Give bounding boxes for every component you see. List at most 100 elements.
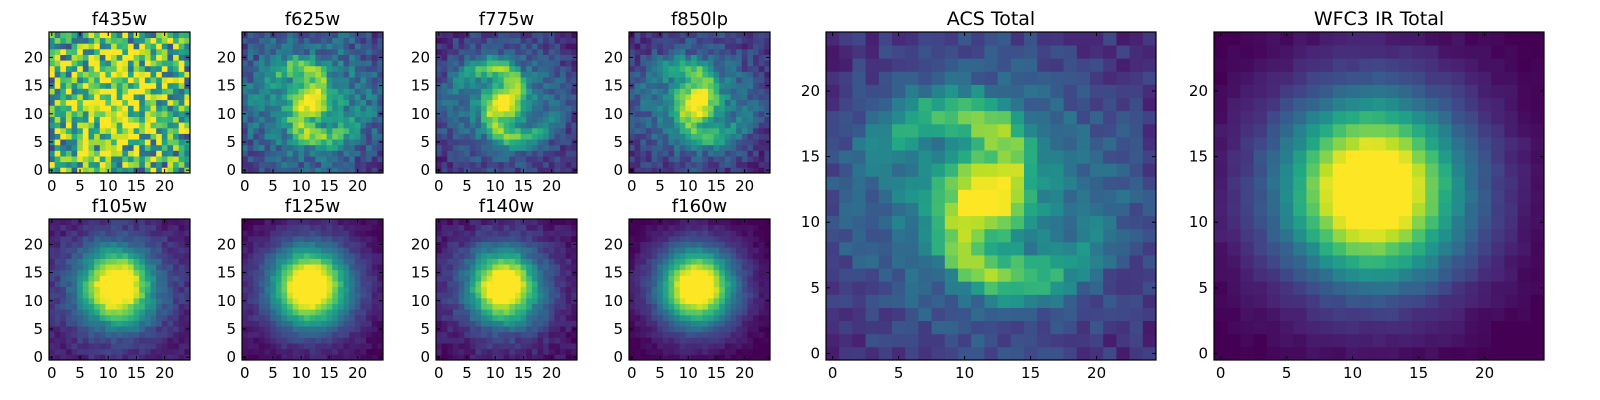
heatmap-cell bbox=[685, 139, 692, 146]
heatmap-cell bbox=[133, 37, 140, 44]
heatmap-cell bbox=[543, 230, 550, 237]
heatmap-cell bbox=[326, 122, 333, 129]
heatmap-cell bbox=[99, 43, 106, 50]
heatmap-cell bbox=[730, 60, 737, 67]
heatmap-cell bbox=[54, 65, 61, 72]
heatmap-cell bbox=[520, 235, 527, 242]
heatmap-cell bbox=[447, 144, 454, 151]
heatmap-cell bbox=[548, 292, 555, 299]
heatmap-cell bbox=[343, 37, 350, 44]
heatmap-cell bbox=[486, 48, 493, 55]
heatmap-cell bbox=[49, 116, 56, 123]
heatmap-cell bbox=[537, 60, 544, 67]
heatmap-cell bbox=[105, 286, 112, 293]
heatmap-cell bbox=[304, 219, 311, 226]
heatmap-cell bbox=[156, 354, 163, 361]
heatmap-cell bbox=[184, 247, 191, 254]
heatmap-cell bbox=[332, 348, 339, 355]
heatmap-cell bbox=[127, 230, 134, 237]
heatmap-cell bbox=[679, 144, 686, 151]
heatmap-cell bbox=[469, 105, 476, 112]
heatmap-cell bbox=[332, 235, 339, 242]
heatmap-cell bbox=[554, 150, 561, 157]
heatmap-cell bbox=[178, 71, 185, 78]
heatmap-cell bbox=[447, 156, 454, 163]
heatmap-cell bbox=[441, 77, 448, 84]
heatmap-cell bbox=[747, 105, 754, 112]
heatmap-cell bbox=[668, 133, 675, 140]
heatmap-cell bbox=[486, 37, 493, 44]
heatmap-cell bbox=[94, 32, 101, 39]
heatmap-cell bbox=[253, 269, 260, 276]
heatmap-cell bbox=[150, 326, 157, 333]
heatmap-cell bbox=[481, 252, 488, 259]
heatmap-cell bbox=[281, 219, 288, 226]
heatmap-cell bbox=[674, 314, 681, 321]
heatmap-cell bbox=[640, 286, 647, 293]
heatmap-cell bbox=[156, 65, 163, 72]
heatmap-cell bbox=[560, 82, 567, 89]
heatmap-cell bbox=[537, 110, 544, 117]
heatmap-cell bbox=[88, 43, 95, 50]
heatmap-cell bbox=[531, 48, 538, 55]
heatmap-cell bbox=[498, 133, 505, 140]
heatmap-cell bbox=[741, 60, 748, 67]
heatmap-cell bbox=[281, 348, 288, 355]
heatmap-cell bbox=[486, 343, 493, 350]
heatmap-cell bbox=[247, 354, 254, 361]
heatmap-cell bbox=[320, 48, 327, 55]
heatmap-cell bbox=[184, 150, 191, 157]
heatmap-cell bbox=[707, 54, 714, 61]
heatmap-cell bbox=[360, 258, 367, 265]
heatmap-cell bbox=[94, 116, 101, 123]
heatmap-cell bbox=[298, 264, 305, 271]
heatmap-cell bbox=[122, 219, 129, 226]
heatmap-cell bbox=[758, 71, 765, 78]
heatmap-cell bbox=[49, 48, 56, 55]
heatmap-cell bbox=[691, 48, 698, 55]
heatmap-cell bbox=[464, 71, 471, 78]
heatmap-cell bbox=[560, 54, 567, 61]
heatmap-cell bbox=[173, 314, 180, 321]
heatmap-cell bbox=[253, 99, 260, 106]
heatmap-cell bbox=[520, 314, 527, 321]
heatmap-cell bbox=[320, 37, 327, 44]
heatmap-cell bbox=[629, 77, 636, 84]
heatmap-cell bbox=[514, 161, 521, 168]
heatmap-cell bbox=[161, 348, 168, 355]
x-tick-label: 0 bbox=[240, 364, 250, 382]
heatmap-cell bbox=[349, 167, 356, 174]
heatmap-cell bbox=[747, 122, 754, 129]
heatmap-cell bbox=[122, 314, 129, 321]
heatmap-cell bbox=[458, 43, 465, 50]
heatmap-cell bbox=[436, 60, 443, 67]
heatmap-cell bbox=[571, 337, 578, 344]
heatmap-cell bbox=[82, 99, 89, 106]
heatmap-cell bbox=[173, 150, 180, 157]
heatmap-cell bbox=[298, 71, 305, 78]
heatmap-cell bbox=[377, 292, 384, 299]
heatmap-cell bbox=[184, 43, 191, 50]
heatmap-cell bbox=[758, 320, 765, 327]
heatmap-cell bbox=[679, 43, 686, 50]
heatmap-cell bbox=[464, 139, 471, 146]
heatmap-cell bbox=[713, 43, 720, 50]
heatmap-cell bbox=[514, 269, 521, 276]
heatmap-cell bbox=[94, 161, 101, 168]
heatmap-cell bbox=[49, 258, 56, 265]
heatmap-cell bbox=[377, 144, 384, 151]
heatmap-cell bbox=[571, 150, 578, 157]
heatmap-cell bbox=[713, 320, 720, 327]
heatmap-cell bbox=[441, 105, 448, 112]
x-tick-label: 20 bbox=[542, 177, 561, 195]
heatmap-cell bbox=[332, 314, 339, 321]
heatmap-cell bbox=[441, 88, 448, 95]
heatmap-cell bbox=[377, 337, 384, 344]
heatmap-cell bbox=[139, 230, 146, 237]
heatmap-cell bbox=[161, 281, 168, 288]
heatmap-cell bbox=[366, 292, 373, 299]
heatmap-cell bbox=[270, 235, 277, 242]
heatmap-cell bbox=[133, 65, 140, 72]
heatmap-cell bbox=[65, 54, 72, 61]
heatmap-cell bbox=[332, 281, 339, 288]
